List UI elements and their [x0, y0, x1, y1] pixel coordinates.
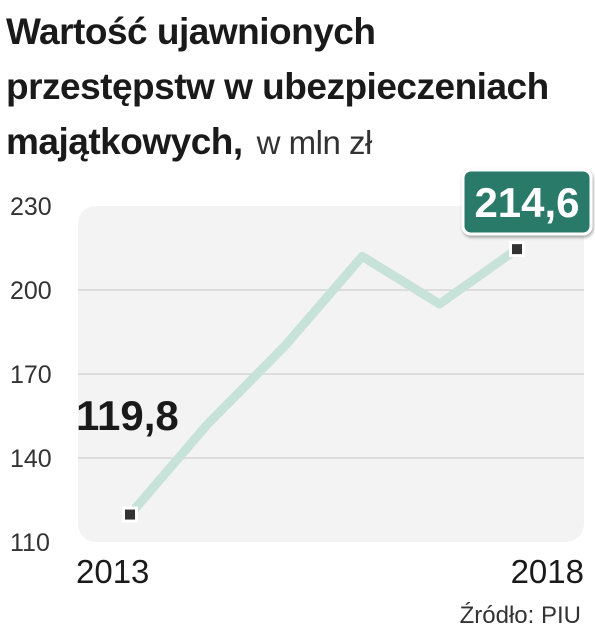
value-label: 119,8: [76, 392, 179, 439]
series-line: [125, 244, 522, 520]
source-note: Źródło: PIU: [459, 602, 581, 629]
data-markers: [122, 241, 525, 523]
y-tick-label: 110: [10, 529, 50, 557]
y-tick-label: 170: [10, 361, 52, 389]
x-axis-ticks: 2013 2018: [76, 553, 584, 590]
x-tick-label: 2018: [511, 553, 584, 590]
y-axis-ticks: 110 140 170 200 230: [10, 193, 52, 557]
y-tick-label: 140: [10, 445, 52, 473]
y-tick-label: 200: [10, 277, 52, 305]
x-tick-label: 2013: [76, 553, 149, 590]
annotations: 119,8 214,6: [76, 168, 593, 439]
title-text: Wartość ujawnionych przestępstw w ubezpi…: [6, 11, 549, 162]
value-label-box: [461, 168, 593, 236]
data-point-marker: [512, 244, 522, 255]
series-line-path: [125, 244, 522, 520]
unit-label: w mln zł: [256, 124, 373, 161]
value-label: 214,6: [474, 179, 579, 226]
data-point-marker: [125, 509, 135, 520]
chart-title: Wartość ujawnionych przestępstw w ubezpi…: [6, 4, 591, 170]
y-tick-label: 230: [10, 193, 52, 221]
